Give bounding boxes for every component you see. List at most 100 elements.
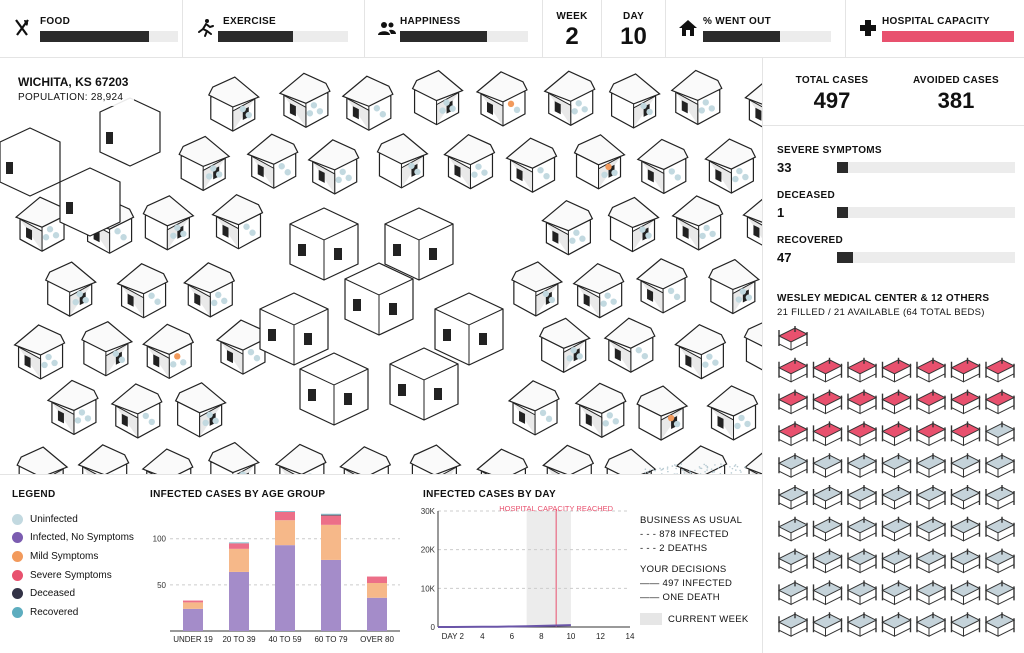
house xyxy=(178,135,231,192)
happiness-stat: HAPPINESS xyxy=(365,0,543,58)
exercise-stat: EXERCISE xyxy=(183,0,365,58)
bed-empty xyxy=(915,612,947,638)
x-tick-label: 6 xyxy=(510,632,515,641)
house xyxy=(706,385,759,441)
bed-empty xyxy=(846,453,878,479)
bar-segment xyxy=(229,571,249,631)
bar-segment xyxy=(321,515,341,525)
minimap-dot xyxy=(720,463,722,465)
house xyxy=(307,139,360,195)
minimap-dot xyxy=(666,468,669,470)
y-tick-label: 20K xyxy=(421,546,436,555)
x-tick-label: 20 TO 39 xyxy=(222,635,256,644)
minimap-dot xyxy=(673,464,676,466)
house xyxy=(411,69,464,126)
bed-empty xyxy=(881,612,912,638)
minimap-dot xyxy=(733,465,736,467)
y-tick-label: 30K xyxy=(421,507,436,516)
minimap-dot xyxy=(649,469,651,471)
house xyxy=(604,448,657,474)
house xyxy=(574,382,627,439)
house xyxy=(704,138,757,194)
bed-empty xyxy=(777,548,809,574)
minimap-dot xyxy=(714,464,716,466)
house xyxy=(507,380,560,436)
minimap-dot xyxy=(644,471,647,474)
house xyxy=(183,262,236,318)
week-value: 2 xyxy=(565,23,579,50)
happiness-label: HAPPINESS xyxy=(400,16,461,27)
bar-segment xyxy=(183,602,203,609)
house xyxy=(743,452,762,474)
y-tick-label: 50 xyxy=(157,581,166,590)
bed-empty xyxy=(984,485,1015,510)
house xyxy=(573,134,626,190)
bed-empty xyxy=(777,453,809,479)
yd-infected: —— 497 INFECTED xyxy=(640,578,733,589)
minimap-dot xyxy=(675,464,678,467)
recovered-bar xyxy=(837,252,1015,263)
hospital-capacity-bar xyxy=(882,31,1014,42)
x-tick-label: 4 xyxy=(480,632,485,641)
bed-empty xyxy=(812,453,843,479)
bau-title: BUSINESS AS USUAL xyxy=(640,515,743,526)
total-cases-label: TOTAL CASES xyxy=(795,75,869,86)
age-group-bar-chart: 50 100 UNDER 19 20 TO 39 40 TO 59 60 TO 79 OVE… xyxy=(153,511,400,644)
minimap-dot xyxy=(700,467,703,470)
bed-filled xyxy=(846,357,878,383)
x-tick-label: 14 xyxy=(626,632,635,641)
y-tick-label: 0 xyxy=(431,623,436,632)
bed-empty xyxy=(846,485,878,510)
bed-empty xyxy=(846,580,878,606)
bed-filled xyxy=(881,357,912,383)
severe-symptoms-row: SEVERE SYMPTOMS 33 xyxy=(777,145,1017,175)
house xyxy=(77,444,130,474)
isometric-town-illustration[interactable] xyxy=(0,58,762,474)
house xyxy=(246,133,299,189)
bed-empty xyxy=(950,612,981,638)
exercise-bar xyxy=(218,31,348,42)
house xyxy=(14,196,67,252)
town-building xyxy=(289,207,359,281)
town-building xyxy=(434,292,504,366)
bed-filled xyxy=(812,421,843,447)
house xyxy=(211,194,264,250)
house xyxy=(542,444,595,474)
town-building xyxy=(389,347,459,421)
recovered-value: 47 xyxy=(777,250,792,265)
town-building xyxy=(59,167,121,237)
minimap-dot xyxy=(740,471,742,473)
house xyxy=(141,448,194,474)
minimap-dot xyxy=(698,466,701,468)
bau-deaths: - - - 2 DEATHS xyxy=(640,543,708,554)
house xyxy=(742,198,762,246)
medical-cross-icon xyxy=(860,20,876,36)
bed-empty xyxy=(881,485,912,510)
minimap-dot xyxy=(679,465,682,468)
went-out-bar xyxy=(703,31,831,42)
house xyxy=(636,138,689,195)
total-cases: TOTAL CASES 497 xyxy=(767,75,897,114)
bed-filled xyxy=(846,421,878,447)
bar-segment xyxy=(321,514,341,516)
bar-segment xyxy=(183,608,203,631)
bed-empty xyxy=(846,612,878,638)
house xyxy=(443,133,496,190)
deceased-bar xyxy=(837,207,1015,218)
bed-empty xyxy=(984,580,1015,606)
location-label: WICHITA, KS 67203 POPULATION: 28,924 xyxy=(12,70,135,106)
minimap[interactable] xyxy=(640,458,750,474)
bed-empty xyxy=(881,548,912,574)
legend-item-severe: Severe Symptoms xyxy=(12,566,147,585)
house xyxy=(274,443,327,474)
house xyxy=(208,441,260,474)
recovered-label: RECOVERED xyxy=(777,235,844,246)
house xyxy=(475,71,528,127)
bed-empty xyxy=(984,612,1015,638)
cases-by-day-line-chart: 0 10K 20K 30K DAY 2 4 6 8 10 12 14 HOSPITAL CAPACIT… xyxy=(421,504,635,641)
minimap-dot xyxy=(705,464,707,467)
neighborhood-map[interactable] xyxy=(0,58,762,474)
bed-empty xyxy=(950,548,981,574)
happiness-bar xyxy=(400,31,528,42)
minimap-dot xyxy=(736,465,739,468)
